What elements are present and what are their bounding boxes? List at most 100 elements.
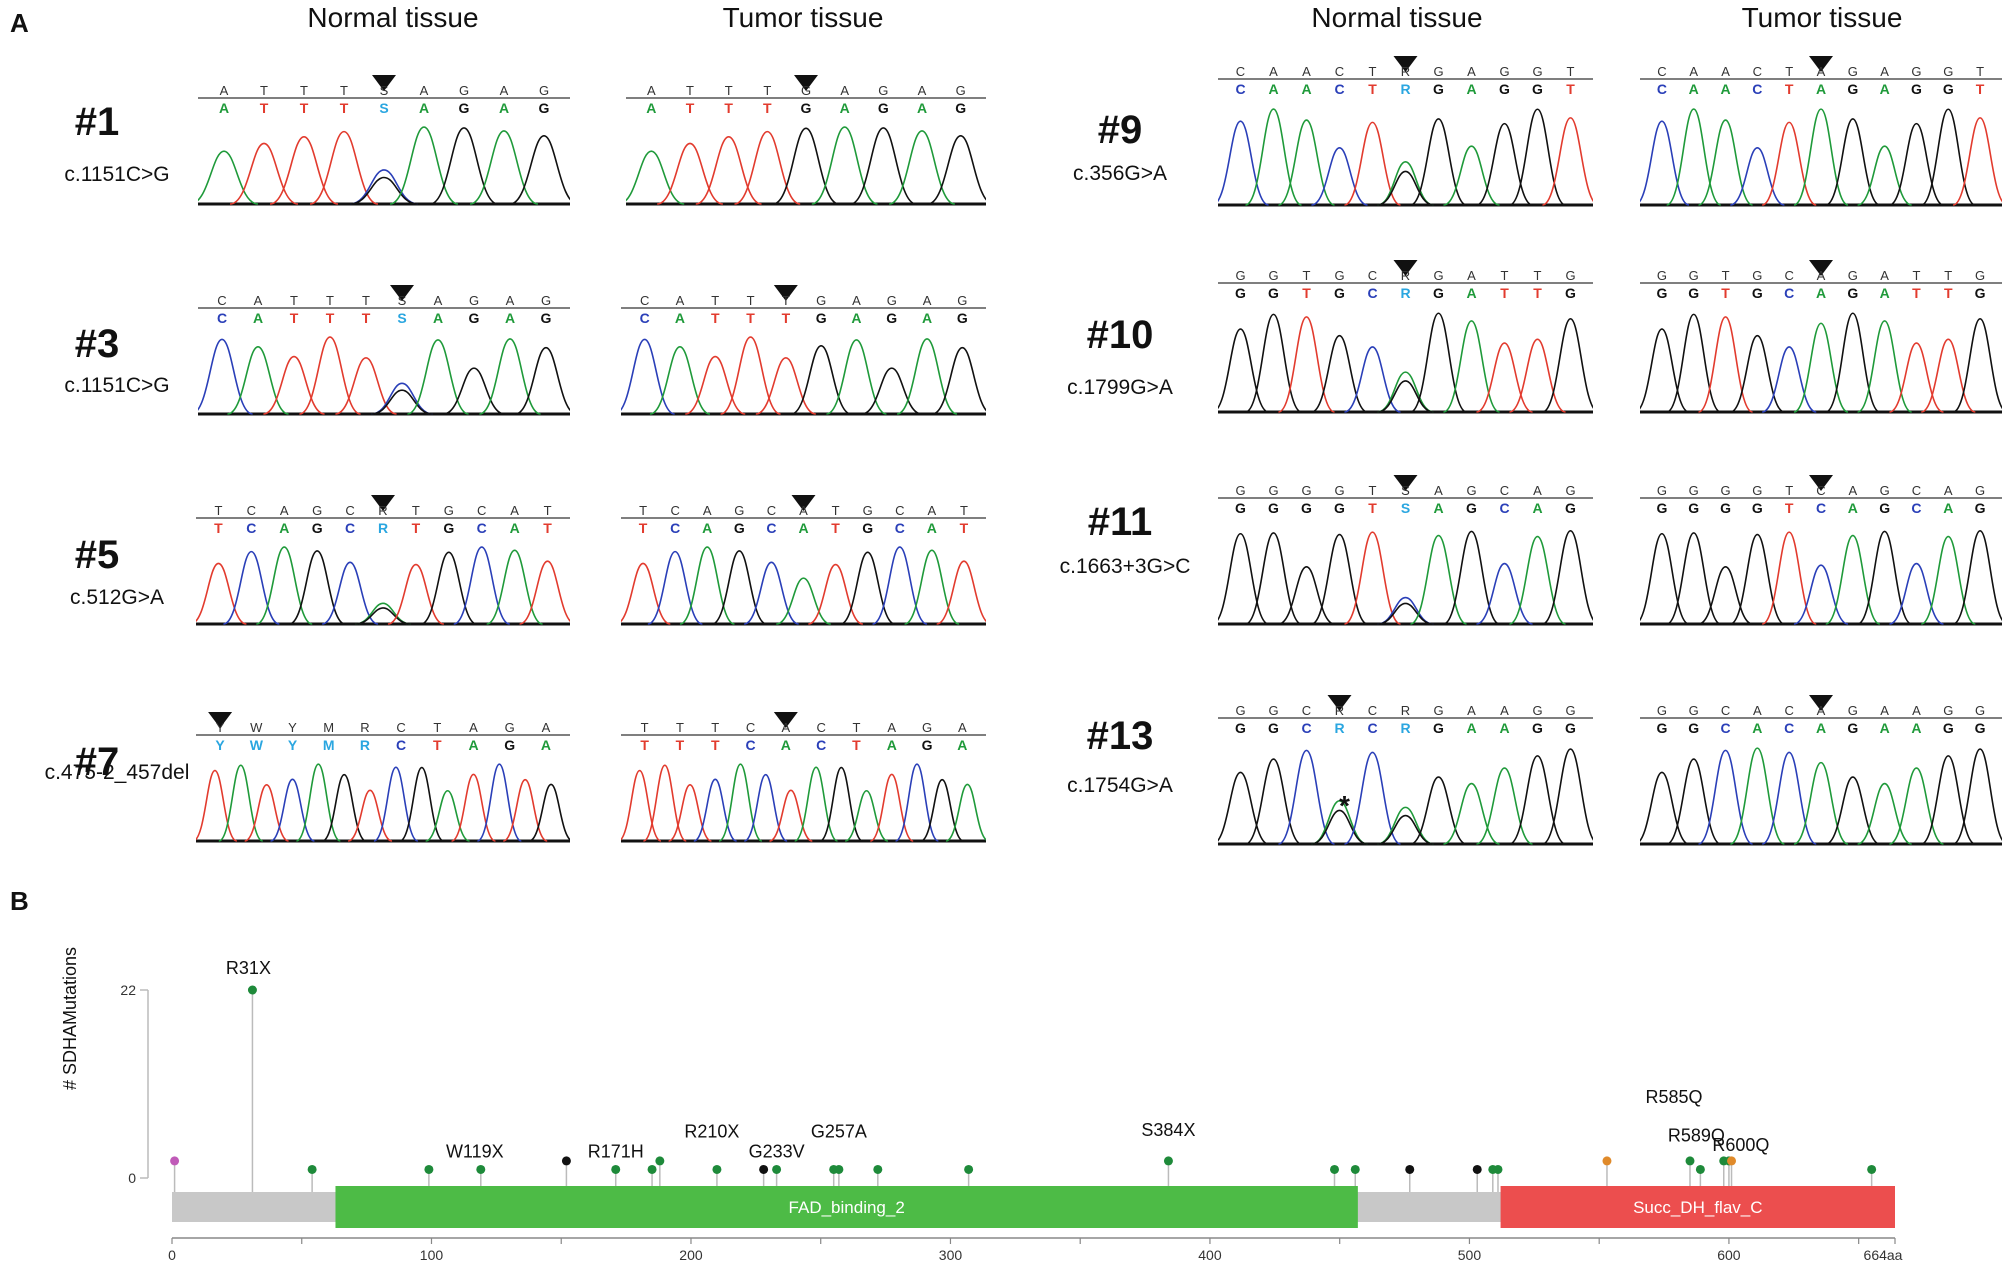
base-call-top: T: [782, 293, 790, 308]
mutation-dot: [1719, 1156, 1729, 1166]
trace-peak: [515, 346, 570, 415]
base-call-top: C: [1500, 483, 1509, 498]
base-call-top: G: [459, 83, 469, 98]
trace-peak: [420, 551, 478, 625]
base-call-top: C: [1721, 703, 1730, 718]
trace-peak: [811, 126, 878, 205]
base-call-colored: A: [840, 100, 850, 116]
base-call-colored: A: [1943, 500, 1953, 516]
base-call-top: T: [1501, 268, 1509, 283]
trace-peak: [850, 127, 917, 205]
trace-peak: [1857, 145, 1912, 206]
base-call-colored: G: [1466, 500, 1477, 516]
base-call-colored: G: [957, 310, 968, 326]
base-call-top: T: [960, 503, 968, 518]
base-call-colored: G: [1235, 720, 1246, 736]
base-call-top: W: [250, 720, 263, 735]
trace-peak: [1443, 145, 1500, 206]
base-call-top: G: [1911, 64, 1921, 79]
case-variant: c.475-2_457del: [44, 761, 190, 784]
mutation-label: R31X: [226, 958, 271, 978]
base-call-top: T: [290, 293, 298, 308]
base-call-colored: A: [419, 100, 429, 116]
mutation-dot: [1695, 1164, 1705, 1174]
trace-peak: [347, 789, 393, 842]
base-call-top: T: [214, 503, 222, 518]
base-call-top: T: [1303, 268, 1311, 283]
base-call-top: A: [1467, 64, 1476, 79]
base-call-colored: A: [1848, 500, 1858, 516]
trace-peak: [718, 763, 763, 842]
trace-peak: [218, 764, 264, 842]
base-call-top: G: [1433, 268, 1443, 283]
base-call-colored: G: [459, 100, 470, 116]
trace-peak: [389, 126, 459, 205]
base-call-top: T: [433, 720, 441, 735]
base-call-colored: T: [960, 520, 969, 536]
base-call-top: A: [506, 293, 515, 308]
base-call-colored: C: [766, 520, 776, 536]
mutation-marker: [1809, 475, 1833, 491]
trace-peak: [1377, 596, 1434, 625]
trace-peak: [453, 546, 510, 625]
base-call-top: C: [1784, 268, 1793, 283]
base-call-colored: A: [1499, 720, 1509, 736]
trace-peak: [1245, 758, 1302, 845]
base-call-top: G: [887, 293, 897, 308]
base-call-colored: R: [1400, 81, 1410, 97]
trace-peak: [772, 127, 840, 205]
base-call-top: G: [863, 503, 873, 518]
trace-peak: [1344, 121, 1401, 206]
base-call-top: G: [1532, 703, 1542, 718]
base-call-colored: C: [1816, 500, 1826, 516]
base-call-colored: G: [1688, 720, 1699, 736]
base-call-top: T: [1534, 268, 1542, 283]
mutation-label: R585Q: [1645, 1087, 1702, 1107]
base-call-colored: G: [1565, 285, 1576, 301]
base-call-colored: T: [686, 100, 695, 116]
base-call-colored: R: [378, 520, 388, 536]
trace-peak: [1218, 328, 1269, 413]
base-call-top: T: [260, 83, 268, 98]
base-call-colored: G: [1688, 285, 1699, 301]
base-call-top: G: [1752, 483, 1762, 498]
base-call-top: C: [1816, 483, 1825, 498]
base-call-top: T: [1944, 268, 1952, 283]
base-call-top: G: [1975, 703, 1985, 718]
base-call-colored: T: [290, 310, 299, 326]
mutation-dot: [611, 1164, 621, 1174]
base-call-colored: T: [711, 737, 720, 753]
trace-peak: [256, 546, 313, 625]
mutation-marker: [1393, 260, 1418, 276]
trace-peak: [1311, 147, 1368, 206]
case-id: #10: [1086, 313, 1154, 357]
protein-domain-label: Succ_DH_flav_C: [1633, 1198, 1762, 1217]
mutation-label: G257A: [811, 1121, 867, 1141]
trace-peak: [223, 550, 280, 625]
base-call-colored: Y: [288, 737, 298, 753]
trace-peak: [1889, 122, 1944, 206]
base-call-colored: G: [443, 520, 454, 536]
column-header-normal-right: Normal tissue: [1311, 2, 1483, 33]
trace-peak: [1640, 120, 1690, 206]
base-call-colored: G: [1334, 500, 1345, 516]
mutation-label: S384X: [1141, 1120, 1195, 1140]
protein-domain: [1500, 1186, 1895, 1228]
trace-peak: [693, 778, 738, 842]
base-call-top: A: [1689, 64, 1698, 79]
case-variant: c.512G>A: [70, 586, 164, 609]
mutation-dot: [1493, 1164, 1503, 1174]
protein-domain-label: FAD_binding_2: [789, 1198, 905, 1217]
base-call-colored: A: [1816, 81, 1826, 97]
trace-peak: [509, 135, 570, 205]
base-call-colored: C: [1720, 720, 1730, 736]
trace-peak: [335, 357, 397, 415]
base-call-colored: C: [477, 520, 487, 536]
trace-peak: [1920, 755, 1976, 845]
mutation-marker: [1809, 695, 1833, 711]
mutation-label: R210X: [684, 1121, 739, 1141]
